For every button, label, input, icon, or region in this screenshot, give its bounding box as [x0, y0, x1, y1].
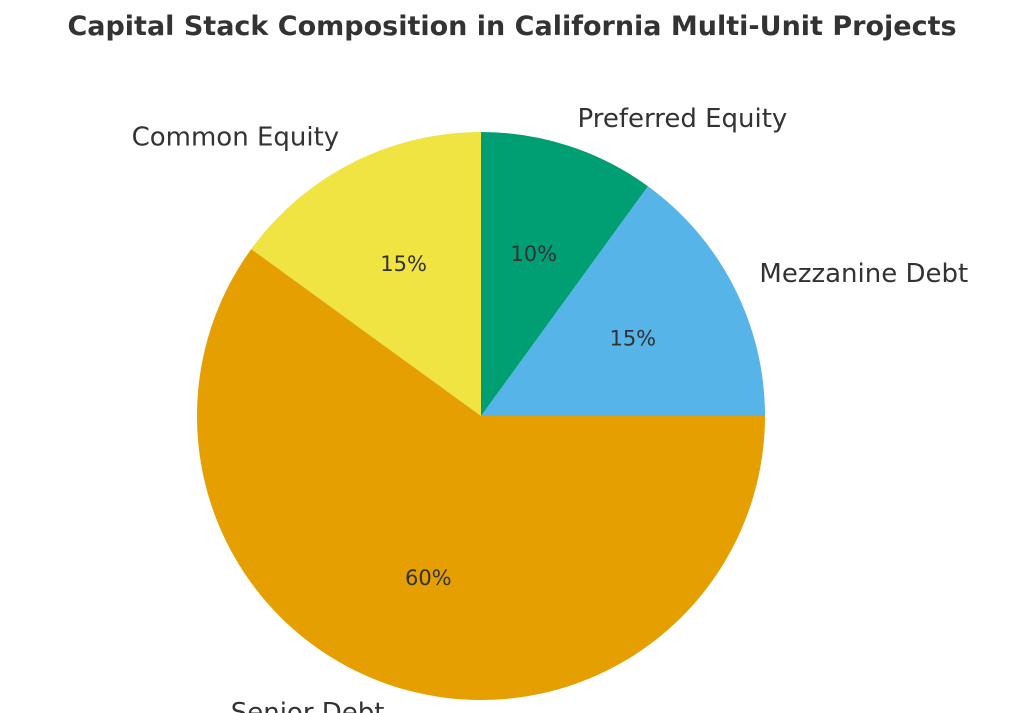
pct-label-senior-debt: 60% [405, 566, 452, 590]
pie-slice-common-equity [251, 132, 481, 416]
pct-label-common-equity: 15% [380, 252, 427, 276]
pie-slices [197, 132, 765, 701]
category-label-senior-debt: Senior Debt [231, 698, 385, 713]
chart-title: Capital Stack Composition in California … [67, 11, 956, 42]
pie-slice-mezzanine-debt [481, 186, 765, 416]
pie-slice-senior-debt [197, 249, 765, 701]
category-label-preferred-equity: Preferred Equity [578, 104, 788, 134]
pct-label-preferred-equity: 10% [510, 242, 557, 266]
pie-percent-labels: 15% 60% 15% 10% [380, 242, 656, 590]
category-label-mezzanine-debt: Mezzanine Debt [759, 259, 968, 289]
pie-category-labels: Common Equity Senior Debt Mezzanine Debt Pr… [132, 104, 969, 713]
pct-label-mezzanine-debt: 15% [609, 327, 656, 351]
pie-slice-preferred-equity [481, 132, 648, 416]
category-label-common-equity: Common Equity [132, 123, 340, 153]
